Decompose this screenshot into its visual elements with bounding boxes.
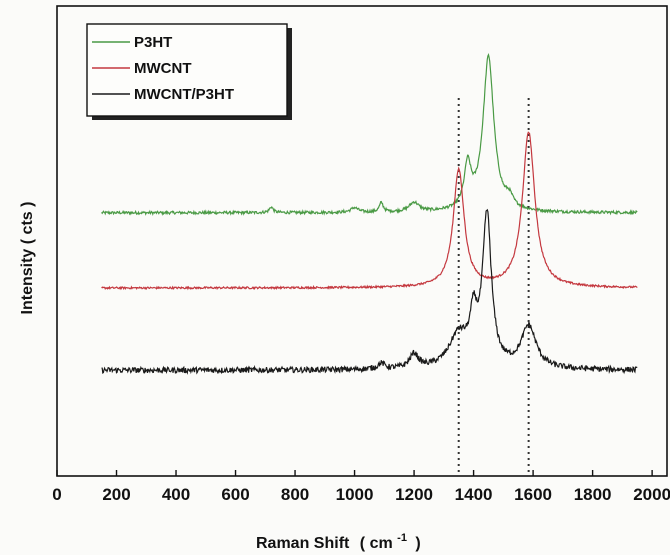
x-tick-label: 200 (102, 485, 130, 504)
x-tick-label: 400 (162, 485, 190, 504)
x-tick-label: 1400 (455, 485, 493, 504)
x-axis-unit-open: ( cm (360, 535, 393, 552)
spectra (101, 53, 638, 375)
x-tick-label: 1600 (514, 485, 552, 504)
plot-frame (56, 5, 668, 477)
series-line (101, 131, 638, 291)
x-axis-unit-exponent: -1 (397, 532, 407, 544)
x-tick-label: 1000 (336, 485, 374, 504)
legend-label: P3HT (134, 34, 172, 51)
x-axis-label-text: Raman Shift (256, 535, 350, 552)
y-axis-label: Intensity ( cts ) (19, 202, 36, 315)
x-tick-label: 800 (281, 485, 309, 504)
x-axis-ticks: 0 200 400 600 800 1000 1200 1400 1600 1800 2000 (52, 470, 670, 504)
x-tick-label: 2000 (633, 485, 670, 504)
x-tick-label: 600 (221, 485, 249, 504)
legend-label: MWCNT/P3HT (134, 86, 234, 103)
legend-box (86, 23, 288, 117)
x-tick-label: 0 (52, 485, 61, 504)
legend-label: MWCNT (134, 60, 191, 77)
x-axis-label: Raman Shift ( cm -1 ) (256, 528, 421, 552)
x-axis-unit-close: ) (415, 535, 420, 552)
reference-lines (457, 98, 530, 474)
x-tick-label: 1800 (574, 485, 612, 504)
series-line (101, 53, 638, 216)
series-line (101, 208, 638, 375)
legend: P3HT MWCNT MWCNT/P3HT (86, 23, 292, 120)
x-tick-label: 1200 (395, 485, 433, 504)
